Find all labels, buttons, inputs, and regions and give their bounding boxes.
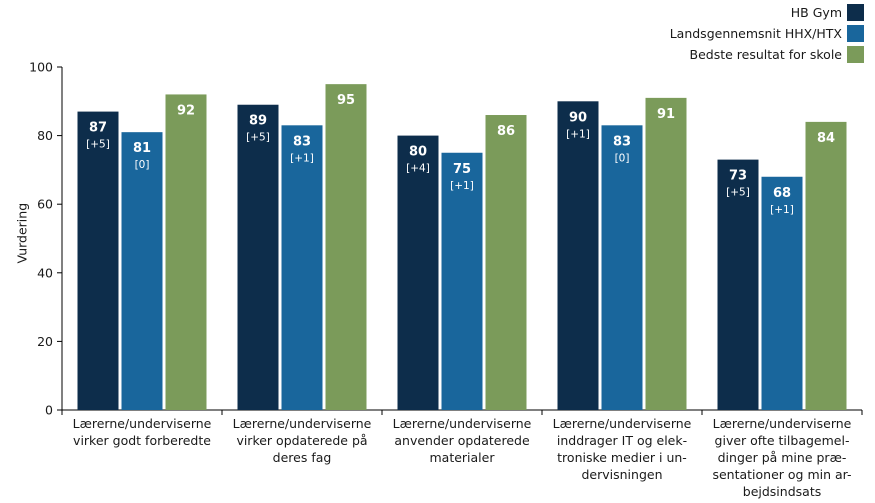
legend-label: HB Gym xyxy=(790,5,842,20)
bar xyxy=(645,97,687,411)
bar-change-label: [0] xyxy=(615,152,630,164)
bar-change-label: [+5] xyxy=(246,132,270,144)
bar xyxy=(121,132,163,411)
bar xyxy=(805,121,847,410)
bar-value-label: 89 xyxy=(249,114,267,129)
bar xyxy=(237,104,279,410)
x-category-label: virker opdaterede på xyxy=(236,433,367,448)
bar xyxy=(485,115,527,411)
x-category-label: virker godt forberedte xyxy=(73,433,211,448)
bar-value-label: 83 xyxy=(613,134,631,149)
x-category-label: sentationer og min ar- xyxy=(712,467,851,482)
legend-swatch xyxy=(847,46,864,63)
legend-label: Landsgennemsnit HHX/HTX xyxy=(669,26,842,41)
y-tick-label: 0 xyxy=(45,403,53,418)
bar-change-label: [+5] xyxy=(726,187,750,199)
x-category-label: anvender opdaterede xyxy=(394,433,530,448)
bar xyxy=(761,176,803,410)
bar xyxy=(77,111,119,410)
bar-value-label: 75 xyxy=(453,162,471,177)
bar-value-label: 86 xyxy=(497,124,515,139)
x-category-label: Lærerne/underviserne xyxy=(393,416,532,431)
y-axis-title: Vurdering xyxy=(14,202,30,264)
y-tick-label: 100 xyxy=(29,60,53,75)
bar-value-label: 95 xyxy=(337,93,355,108)
legend: HB Gym Landsgennemsnit HHX/HTX Bedste re… xyxy=(670,3,864,66)
bar xyxy=(325,84,367,411)
x-category-label: giver ofte tilbagemel- xyxy=(715,433,850,448)
bar-value-label: 92 xyxy=(177,103,195,118)
x-category-label: dinger på mine præ- xyxy=(718,450,847,465)
bar xyxy=(441,152,483,410)
bar xyxy=(397,135,439,410)
x-category-label: Lærerne/underviserne xyxy=(713,416,852,431)
legend-item-hb-gym: HB Gym xyxy=(670,3,864,22)
bar-change-label: [+1] xyxy=(566,128,590,140)
x-category-label: deres fag xyxy=(273,450,332,465)
bar xyxy=(601,125,643,410)
x-category-label: Lærerne/underviserne xyxy=(233,416,372,431)
bar-change-label: [0] xyxy=(135,159,150,171)
x-category-label: bejdsindsats xyxy=(743,484,821,499)
x-category-label: troniske medier i un- xyxy=(557,450,687,465)
legend-item-landsgennemsnit: Landsgennemsnit HHX/HTX xyxy=(670,24,864,43)
x-category-label: Lærerne/underviserne xyxy=(553,416,692,431)
legend-label: Bedste resultat for skole xyxy=(689,47,842,62)
legend-item-bedste-resultat: Bedste resultat for skole xyxy=(670,45,864,64)
bar-value-label: 73 xyxy=(729,169,747,184)
y-tick-label: 40 xyxy=(37,265,53,280)
legend-swatch xyxy=(847,25,864,42)
bar-value-label: 87 xyxy=(89,121,107,136)
bar-value-label: 84 xyxy=(817,131,835,146)
bar-value-label: 68 xyxy=(773,186,791,201)
bar-value-label: 83 xyxy=(293,134,311,149)
x-category-label: inddrager IT og elek- xyxy=(557,433,687,448)
bar-value-label: 90 xyxy=(569,110,587,125)
y-tick-label: 80 xyxy=(37,128,53,143)
bar-value-label: 81 xyxy=(133,141,151,156)
bar xyxy=(717,159,759,410)
bar-value-label: 91 xyxy=(657,107,675,122)
x-category-label: Lærerne/underviserne xyxy=(73,416,212,431)
bar xyxy=(557,101,599,411)
y-tick-label: 20 xyxy=(37,334,53,349)
bar-value-label: 80 xyxy=(409,145,427,160)
bar-change-label: [+5] xyxy=(86,139,110,151)
y-tick-label: 60 xyxy=(37,197,53,212)
bar-change-label: [+4] xyxy=(406,163,430,175)
bar-change-label: [+1] xyxy=(450,180,474,192)
legend-swatch xyxy=(847,4,864,21)
bar xyxy=(281,125,323,410)
x-category-label: materialer xyxy=(429,450,495,465)
bar xyxy=(165,94,207,410)
x-category-label: dervisningen xyxy=(581,467,662,482)
bar-change-label: [+1] xyxy=(290,152,314,164)
bar-change-label: [+1] xyxy=(770,204,794,216)
